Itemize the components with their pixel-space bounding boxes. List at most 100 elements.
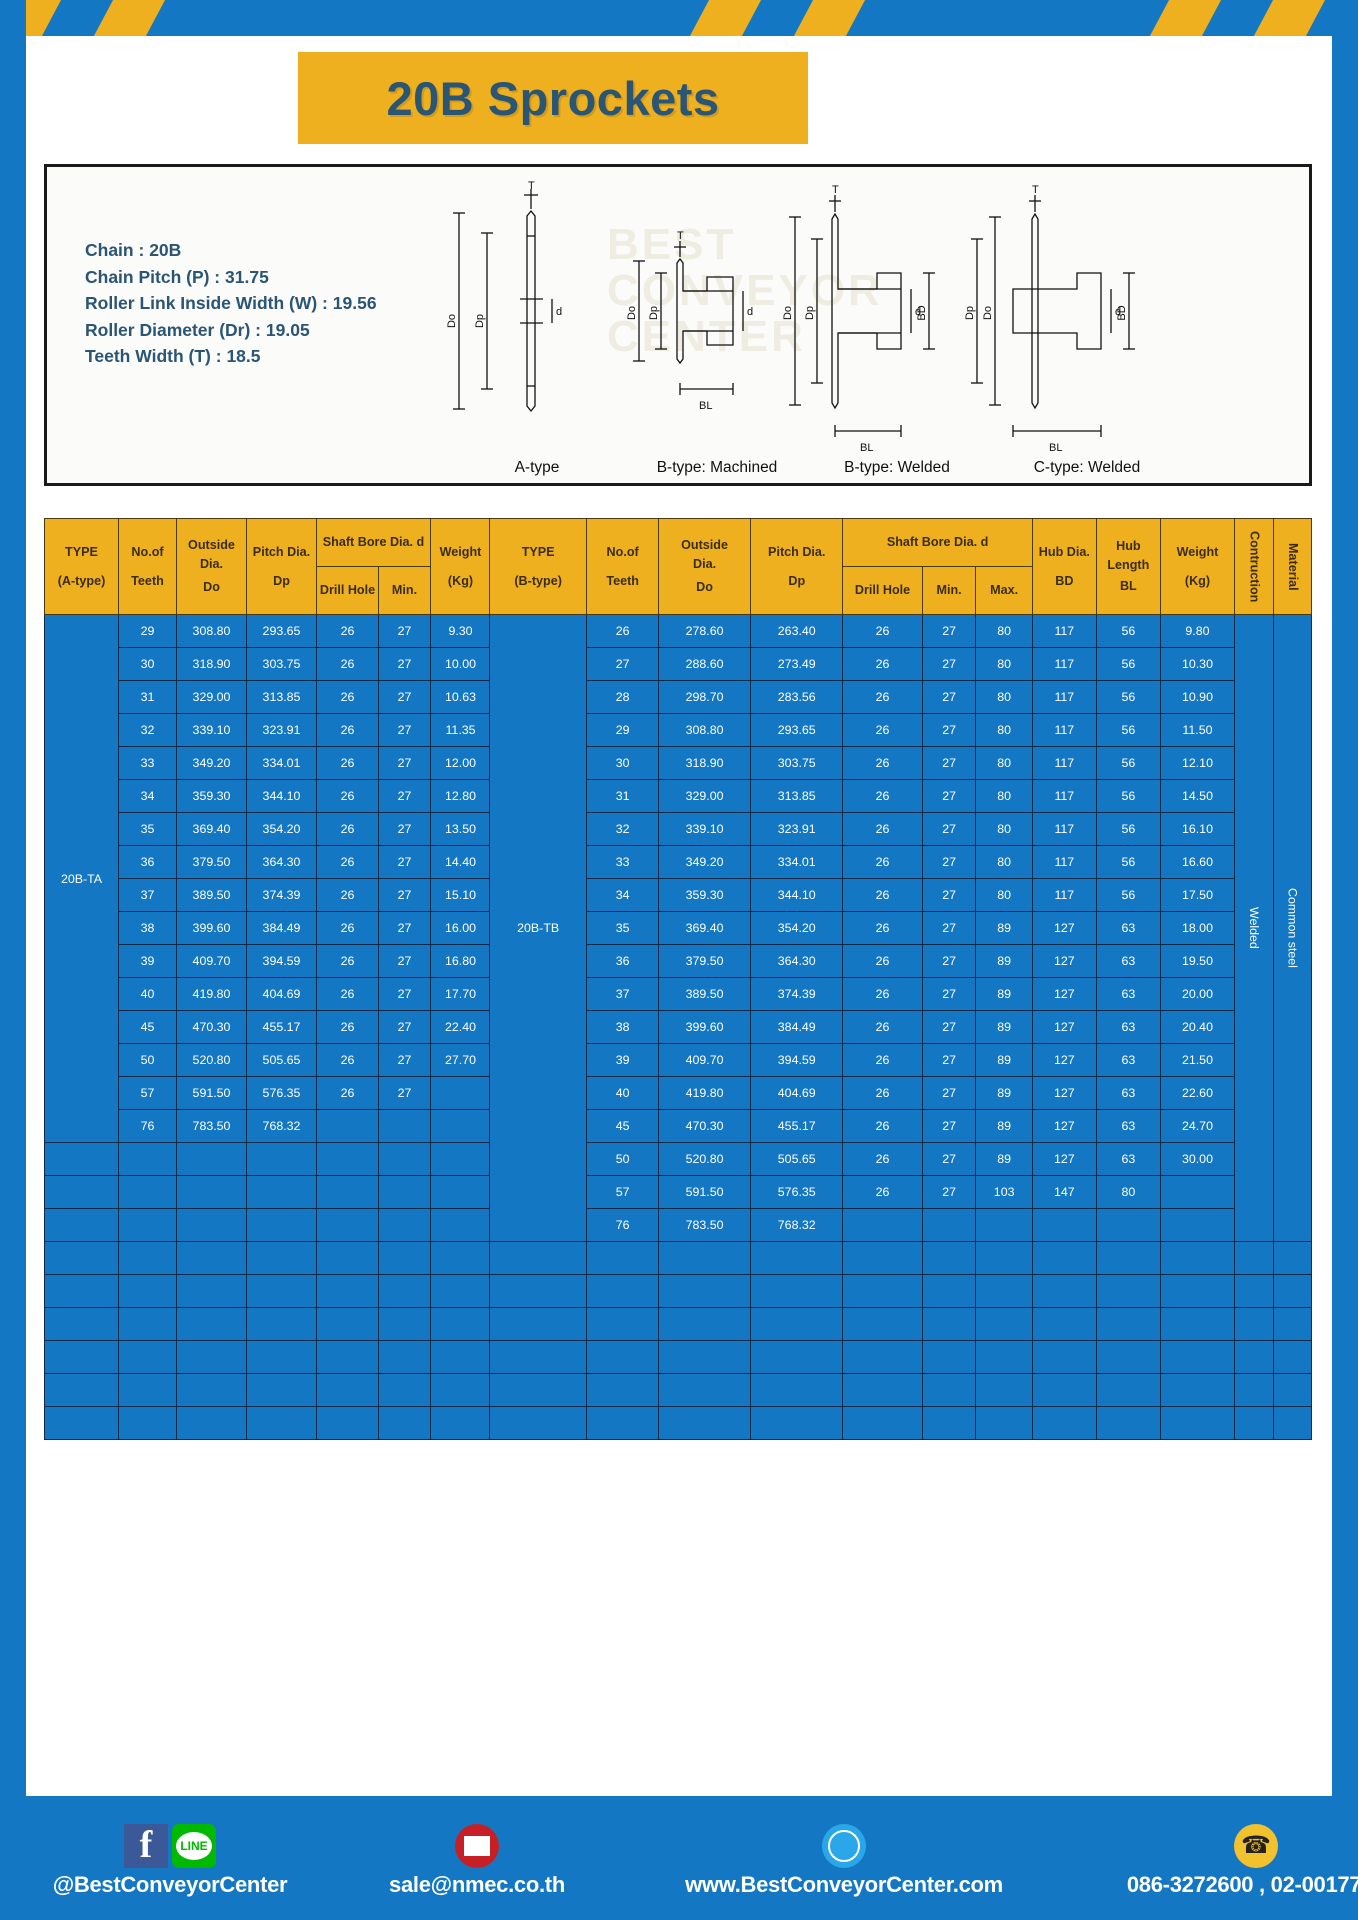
cell-min: 27 — [921, 680, 977, 714]
cell-empty — [1272, 1340, 1312, 1374]
spec-row-teeth-width: Teeth Width (T) : 18.5 — [85, 343, 377, 370]
cell-teeth: 26 — [586, 614, 659, 648]
cell-empty — [1095, 1307, 1161, 1341]
cell-empty — [586, 1406, 659, 1440]
cell-drill-hole: 26 — [842, 746, 923, 780]
cell-drill-hole: 26 — [842, 977, 923, 1011]
cell-empty — [488, 1340, 588, 1374]
cell-empty — [921, 1340, 977, 1374]
cell-empty — [44, 1175, 119, 1209]
table-row-empty — [44, 1406, 491, 1440]
th-outside-dia: Outside Dia. Do — [657, 518, 752, 615]
cell-max: 80 — [975, 812, 1033, 846]
cell-weight — [430, 1076, 491, 1110]
cell-min: 27 — [378, 779, 431, 813]
svg-text:T: T — [528, 181, 535, 192]
telephone-icon[interactable]: ☎ — [1234, 1824, 1278, 1868]
cell-empty — [975, 1406, 1033, 1440]
cell-outside-dia: 399.60 — [657, 1010, 752, 1044]
cell-teeth: 39 — [118, 944, 177, 978]
globe-icon[interactable] — [822, 1824, 866, 1868]
cell-empty — [488, 1241, 588, 1275]
cell-drill-hole: 26 — [316, 614, 379, 648]
cell-empty — [842, 1274, 923, 1308]
cell-pitch-dia: 293.65 — [246, 614, 317, 648]
cell-min: 27 — [378, 746, 431, 780]
cell-outside-dia: 288.60 — [657, 647, 752, 681]
footer-social-handle[interactable]: @BestConveyorCenter — [52, 1872, 288, 1897]
cell-weight: 30.00 — [1159, 1142, 1236, 1176]
footer-website-text[interactable]: www.BestConveyorCenter.com — [685, 1872, 1003, 1897]
cell-min: 27 — [921, 1076, 977, 1110]
cell-hub-dia: 117 — [1031, 647, 1097, 681]
cell-empty — [176, 1307, 247, 1341]
svg-text:d: d — [556, 306, 562, 318]
table-row: 45 470.30 455.17 26 27 89 127 63 24.70 — [490, 1109, 1312, 1143]
svg-text:Dp: Dp — [804, 306, 816, 320]
spec-value-teeth-width: 18.5 — [226, 346, 261, 366]
facebook-icon[interactable]: f — [124, 1824, 168, 1868]
cell-empty — [975, 1373, 1033, 1407]
cell-teeth: 45 — [118, 1010, 177, 1044]
footer-social-group[interactable]: f LINE @BestConveyorCenter — [20, 1818, 320, 1898]
footer-email-text[interactable]: sale@nmec.co.th — [389, 1872, 565, 1897]
svg-text:Do: Do — [446, 314, 458, 328]
drawing-a-type: T Do Dp d — [446, 181, 562, 413]
table-row: 33 349.20 334.01 26 27 80 117 56 16.60 — [490, 845, 1312, 879]
cell-weight: 15.10 — [430, 878, 491, 912]
cell-teeth: 27 — [586, 647, 659, 681]
svg-text:Dp: Dp — [474, 314, 486, 328]
footer-email-group[interactable]: sale@nmec.co.th — [352, 1818, 602, 1898]
cell-weight: 21.50 — [1159, 1043, 1236, 1077]
b-type-table-container: TYPE (B-type) No.of Teeth Outside Dia. — [488, 518, 1312, 1440]
cell-max: 80 — [975, 647, 1033, 681]
cell-empty — [246, 1340, 317, 1374]
cell-pitch-dia: 323.91 — [750, 812, 844, 846]
th-hub-dia-sym: BD — [1055, 573, 1074, 588]
cell-empty — [246, 1175, 317, 1209]
cell-weight: 13.50 — [430, 812, 491, 846]
table-row: 20B-TA 29 308.80 293.65 26 27 9.30 — [44, 614, 491, 1143]
cell-hub-dia: 127 — [1031, 977, 1097, 1011]
cell-drill-hole: 26 — [842, 614, 923, 648]
cell-empty — [1031, 1406, 1097, 1440]
cell-min — [921, 1208, 977, 1242]
svg-text:T: T — [677, 230, 684, 242]
footer-phone-icons: ☎ — [1234, 1818, 1278, 1868]
table-row: 37 389.50 374.39 26 27 89 127 63 20.00 — [490, 977, 1312, 1011]
cell-max: 89 — [975, 1010, 1033, 1044]
table-row: 28 298.70 283.56 26 27 80 117 56 10.90 — [490, 680, 1312, 714]
cell-hub-length: 63 — [1095, 1142, 1161, 1176]
cell-empty — [586, 1274, 659, 1308]
cell-empty — [118, 1406, 177, 1440]
table-row: 36 379.50 364.30 26 27 14.40 — [45, 845, 491, 879]
cell-empty — [246, 1307, 317, 1341]
cell-hub-length: 63 — [1095, 1109, 1161, 1143]
cell-hub-dia: 127 — [1031, 911, 1097, 945]
mail-icon[interactable] — [455, 1824, 499, 1868]
cell-outside-dia: 339.10 — [657, 812, 752, 846]
cell-drill-hole: 26 — [842, 944, 923, 978]
cell-outside-dia: 349.20 — [657, 845, 752, 879]
cell-pitch-dia: 273.49 — [750, 647, 844, 681]
cell-hub-dia: 127 — [1031, 1010, 1097, 1044]
cell-hub-dia: 117 — [1031, 713, 1097, 747]
line-icon[interactable]: LINE — [172, 1824, 216, 1868]
footer-phone-text[interactable]: 086-3272600 , 02-0017766 — [1126, 1872, 1358, 1897]
cell-empty — [430, 1142, 491, 1176]
cell-pitch-dia: 576.35 — [246, 1076, 317, 1110]
cell-empty — [316, 1241, 379, 1275]
cell-empty — [1272, 1274, 1312, 1308]
th-outside-sub: Dia. — [199, 557, 224, 571]
spec-row-roller-link-width: Roller Link Inside Width (W) : 19.56 — [85, 290, 377, 317]
cell-outside-dia: 329.00 — [176, 680, 247, 714]
a-type-table-body: 20B-TA 29 308.80 293.65 26 27 9.30 30 318.90 303.… — [44, 614, 491, 1440]
svg-text:T: T — [1032, 184, 1039, 196]
cell-weight: 17.50 — [1159, 878, 1236, 912]
th-hub-len-sub: Length — [1107, 558, 1150, 572]
cell-weight: 9.30 — [430, 614, 491, 648]
footer-phone-group[interactable]: ☎ 086-3272600 , 02-0017766 — [1086, 1818, 1358, 1898]
cell-pitch-dia: 263.40 — [750, 614, 844, 648]
footer-website-group[interactable]: www.BestConveyorCenter.com — [634, 1818, 1054, 1898]
cell-teeth: 29 — [586, 713, 659, 747]
